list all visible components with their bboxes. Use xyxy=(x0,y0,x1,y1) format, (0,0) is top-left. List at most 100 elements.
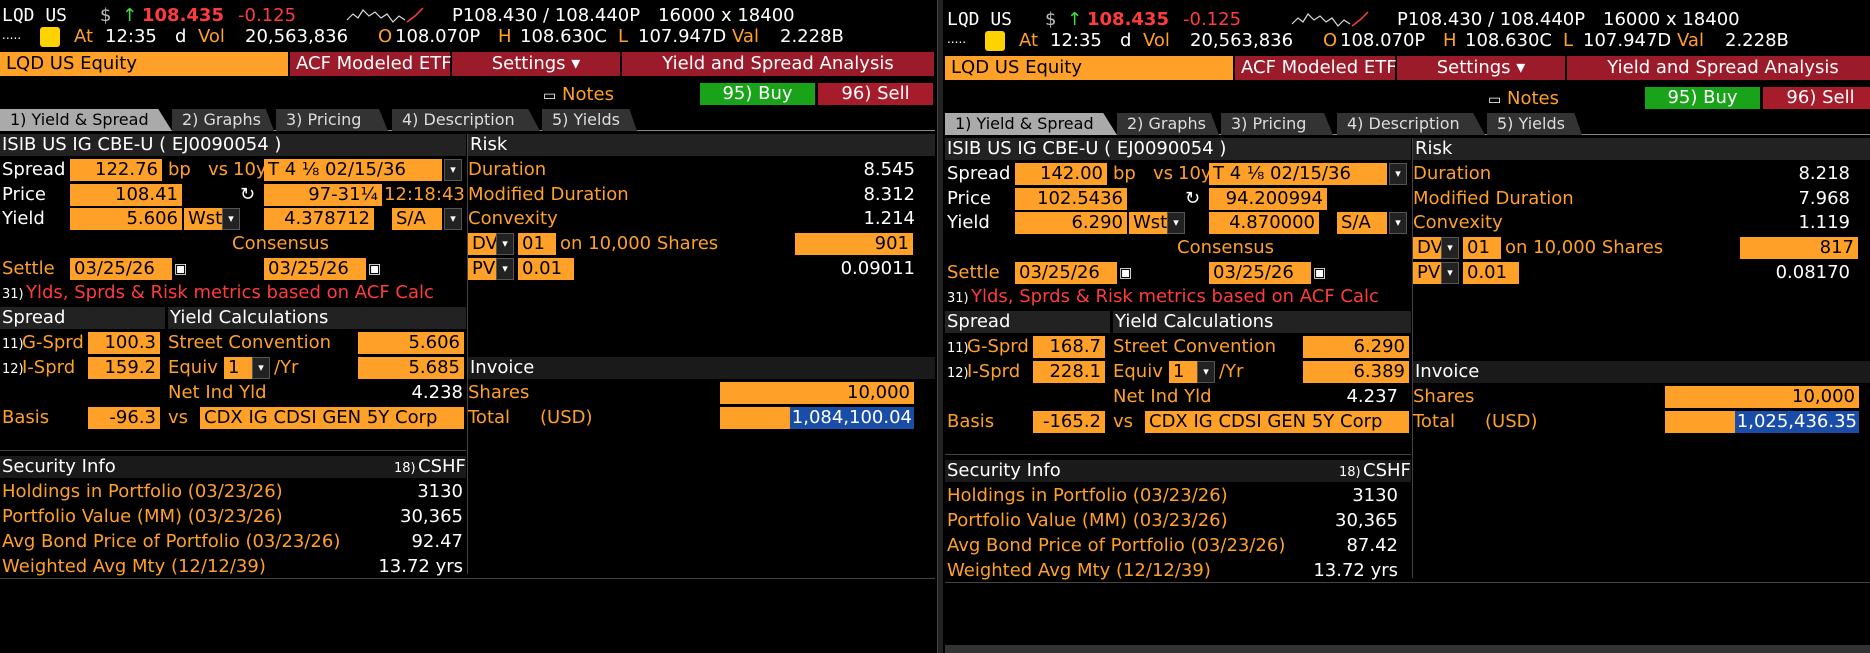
refresh-icon[interactable]: ↻ xyxy=(1185,188,1201,209)
isprd-number[interactable]: 12) xyxy=(2,362,24,377)
tab-yields[interactable]: 5) Yields xyxy=(1487,113,1582,135)
yield-type-dropdown[interactable]: ▾ xyxy=(1167,212,1185,234)
notes-icon[interactable]: ▭ xyxy=(543,88,557,104)
calendar-icon[interactable]: ▣ xyxy=(174,261,188,277)
benchmark-yield-input[interactable]: 4.378712 xyxy=(264,208,374,230)
tab-yields[interactable]: 5) Yields xyxy=(542,109,637,131)
benchmark-dropdown[interactable]: ▾ xyxy=(1389,163,1407,185)
settings-menu[interactable]: Settings ▾ xyxy=(452,52,620,76)
tab-graphs[interactable]: 2) Graphs xyxy=(1117,113,1219,135)
dv-select[interactable]: DV xyxy=(1413,237,1441,259)
equiv-frequency-input[interactable]: 1 xyxy=(224,357,252,379)
benchmark-price-input[interactable]: 97-31¼ xyxy=(264,184,382,206)
sell-button[interactable]: 96) Sell xyxy=(1763,87,1870,109)
isprd-label[interactable]: I-Sprd xyxy=(22,357,76,378)
dv-select[interactable]: DV xyxy=(468,233,496,255)
ticker[interactable]: LQD US xyxy=(2,5,68,26)
tab-description[interactable]: 4) Description xyxy=(1337,113,1485,135)
acf-calc-note[interactable]: Ylds, Sprds & Risk metrics based on ACF … xyxy=(971,286,1379,307)
pv-select[interactable]: PV xyxy=(1413,262,1441,284)
tab-yield-spread[interactable]: 1) Yield & Spread xyxy=(945,113,1117,135)
note-number[interactable]: 31) xyxy=(2,287,24,302)
basis-index-select[interactable]: CDX IG CDSI GEN 5Y Corp xyxy=(1145,411,1409,433)
pv-basis-input[interactable]: 0.01 xyxy=(518,258,574,280)
benchmark-dropdown[interactable]: ▾ xyxy=(444,159,462,181)
settle-date-input[interactable]: 03/25/26 xyxy=(1015,262,1117,284)
price-input[interactable]: 108.41 xyxy=(70,184,182,206)
yield-type-select[interactable]: Wst xyxy=(184,208,222,230)
pv-dropdown[interactable]: ▾ xyxy=(1441,262,1459,284)
spread-input[interactable]: 122.76 xyxy=(70,159,162,181)
pv-select[interactable]: PV xyxy=(468,258,496,280)
gsprd-number[interactable]: 11) xyxy=(947,341,969,356)
yield-input[interactable]: 6.290 xyxy=(1015,212,1127,234)
dv-basis-input[interactable]: 01 xyxy=(1463,237,1501,259)
buy-button[interactable]: 95) Buy xyxy=(1645,87,1760,109)
pv-dropdown[interactable]: ▾ xyxy=(496,258,514,280)
acf-modeled-etfs-button[interactable]: ACF Modeled ETFs xyxy=(1235,56,1406,80)
ticker[interactable]: LQD US xyxy=(947,9,1013,30)
alert-icon[interactable] xyxy=(40,27,60,47)
isprd-label[interactable]: I-Sprd xyxy=(967,361,1021,382)
dv-dropdown[interactable]: ▾ xyxy=(496,233,514,255)
tab-graphs[interactable]: 2) Graphs xyxy=(172,109,274,131)
horizontal-scrollbar[interactable] xyxy=(945,645,1870,653)
benchmark-price-input[interactable]: 94.200994 xyxy=(1209,188,1327,210)
acf-calc-note[interactable]: Ylds, Sprds & Risk metrics based on ACF … xyxy=(26,282,434,303)
isprd-number[interactable]: 12) xyxy=(947,366,969,381)
compounding-select[interactable]: S/A xyxy=(1337,212,1387,234)
basis-index-select[interactable]: CDX IG CDSI GEN 5Y Corp xyxy=(200,407,464,429)
gsprd-label[interactable]: G-Sprd xyxy=(967,336,1029,357)
yield-type-dropdown[interactable]: ▾ xyxy=(222,208,240,230)
note-number[interactable]: 31) xyxy=(947,291,969,306)
equiv-frequency-dropdown[interactable]: ▾ xyxy=(1197,361,1215,383)
total-field[interactable]: 1,025,436.35 xyxy=(1665,411,1859,433)
calendar-icon[interactable]: ▣ xyxy=(1119,265,1133,281)
buy-button[interactable]: 95) Buy xyxy=(700,83,815,105)
calendar-icon[interactable]: ▣ xyxy=(1313,265,1327,281)
tab-pricing[interactable]: 3) Pricing xyxy=(1221,113,1333,135)
tab-description[interactable]: 4) Description xyxy=(392,109,540,131)
equiv-frequency-dropdown[interactable]: ▾ xyxy=(252,357,270,379)
settings-menu[interactable]: Settings ▾ xyxy=(1397,56,1565,80)
benchmark-select[interactable]: T 4 ⅛ 02/15/36 xyxy=(1209,163,1387,185)
total-field[interactable]: 1,084,100.04 xyxy=(720,407,914,429)
compounding-dropdown[interactable]: ▾ xyxy=(1389,212,1407,234)
tab-pricing[interactable]: 3) Pricing xyxy=(276,109,388,131)
sell-button[interactable]: 96) Sell xyxy=(818,83,933,105)
dv-basis-input[interactable]: 01 xyxy=(518,233,556,255)
yield-input[interactable]: 5.606 xyxy=(70,208,182,230)
shares-input[interactable]: 10,000 xyxy=(720,382,914,404)
equiv-frequency-input[interactable]: 1 xyxy=(1169,361,1197,383)
benchmark-yield-input[interactable]: 4.870000 xyxy=(1209,212,1319,234)
notes-icon[interactable]: ▭ xyxy=(1488,92,1502,108)
compounding-dropdown[interactable]: ▾ xyxy=(444,208,462,230)
benchmark-settle-input[interactable]: 03/25/26 xyxy=(264,258,366,280)
dv-dropdown[interactable]: ▾ xyxy=(1441,237,1459,259)
cshf-number[interactable]: 18) xyxy=(1339,465,1361,480)
gsprd-label[interactable]: G-Sprd xyxy=(22,332,84,353)
alert-icon[interactable] xyxy=(985,31,1005,51)
sparkline-icon[interactable] xyxy=(345,4,425,26)
notes-link[interactable]: Notes xyxy=(1507,88,1559,109)
yield-type-select[interactable]: Wst xyxy=(1129,212,1167,234)
cshf-link[interactable]: CSHF xyxy=(418,456,466,477)
tab-yield-spread[interactable]: 1) Yield & Spread xyxy=(0,109,172,131)
benchmark-select[interactable]: T 4 ⅛ 02/15/36 xyxy=(264,159,442,181)
gsprd-number[interactable]: 11) xyxy=(2,337,24,352)
panel-divider[interactable] xyxy=(937,0,943,653)
settle-date-input[interactable]: 03/25/26 xyxy=(70,258,172,280)
price-input[interactable]: 102.5436 xyxy=(1015,188,1127,210)
security-field[interactable]: LQD US Equity xyxy=(0,52,288,76)
notes-link[interactable]: Notes xyxy=(562,84,614,105)
security-field[interactable]: LQD US Equity xyxy=(945,56,1233,80)
sparkline-icon[interactable] xyxy=(1290,8,1370,30)
refresh-icon[interactable]: ↻ xyxy=(240,184,256,205)
calendar-icon[interactable]: ▣ xyxy=(368,261,382,277)
shares-input[interactable]: 10,000 xyxy=(1665,386,1859,408)
compounding-select[interactable]: S/A xyxy=(392,208,442,230)
cshf-number[interactable]: 18) xyxy=(394,461,416,476)
spread-input[interactable]: 142.00 xyxy=(1015,163,1107,185)
benchmark-settle-input[interactable]: 03/25/26 xyxy=(1209,262,1311,284)
pv-basis-input[interactable]: 0.01 xyxy=(1463,262,1519,284)
